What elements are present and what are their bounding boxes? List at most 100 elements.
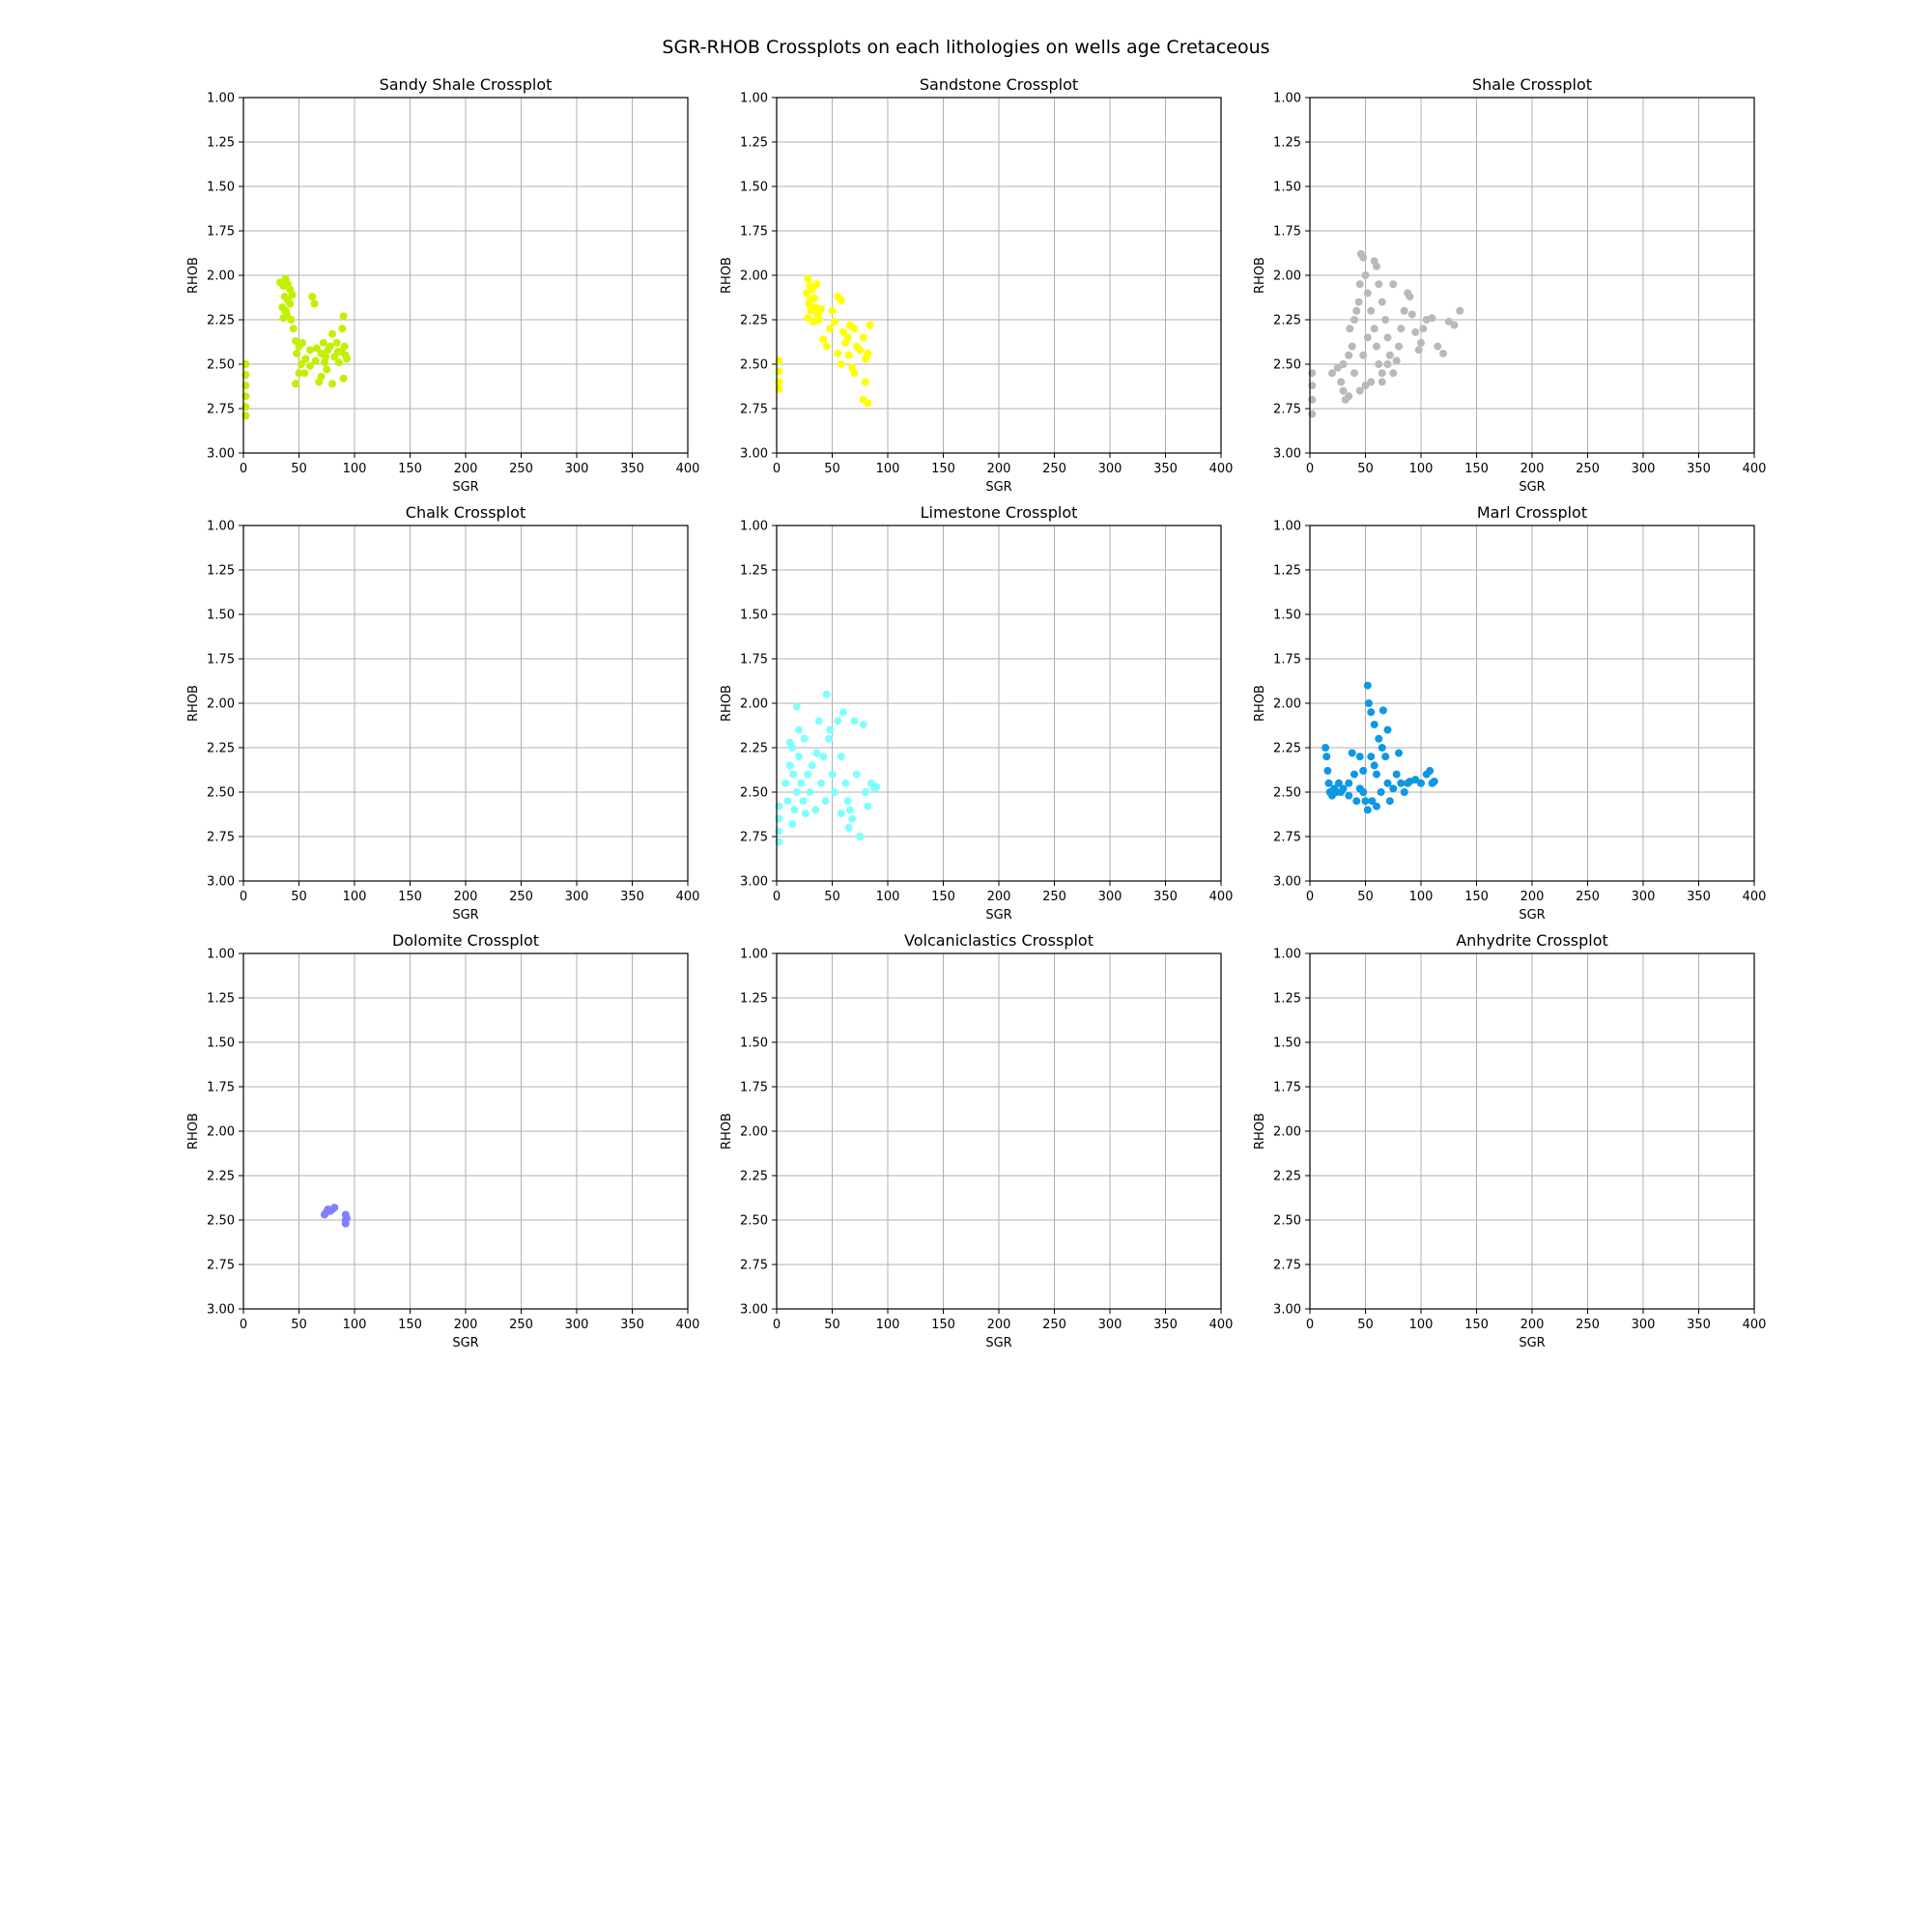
- scatter-point: [1381, 753, 1390, 761]
- scatter-point: [822, 342, 831, 351]
- y-tick-label: 2.25: [1273, 1170, 1301, 1184]
- scatter-point: [1322, 753, 1331, 761]
- scatter-point: [828, 770, 837, 779]
- x-tick-label: 100: [1409, 462, 1434, 476]
- scatter-point: [862, 788, 869, 796]
- y-tick-label: 2.50: [1273, 358, 1301, 373]
- x-tick-label: 350: [620, 1318, 644, 1332]
- y-tick-label: 2.25: [740, 742, 768, 756]
- scatter-point: [342, 355, 351, 363]
- scatter-point: [1450, 321, 1459, 329]
- x-tick-label: 350: [620, 890, 644, 904]
- y-tick-label: 1.00: [1273, 520, 1301, 534]
- x-tick-label: 300: [1098, 890, 1122, 904]
- scatter-point: [1383, 779, 1392, 787]
- x-axis-label: SGR: [452, 908, 478, 923]
- scatter-point: [320, 1210, 328, 1219]
- x-tick-label: 100: [1409, 890, 1434, 904]
- y-axis-label: RHOB: [1253, 685, 1267, 722]
- scatter-point: [826, 725, 835, 734]
- x-tick-label: 400: [1209, 1318, 1234, 1332]
- y-tick-label: 1.50: [740, 1037, 768, 1051]
- y-tick-label: 2.00: [207, 697, 235, 712]
- scatter-point: [801, 810, 810, 818]
- scatter-point: [1444, 317, 1453, 326]
- x-tick-label: 350: [1687, 890, 1711, 904]
- scatter-point: [814, 316, 823, 324]
- scatter-point: [1434, 342, 1442, 351]
- scatter-point: [1407, 310, 1416, 319]
- scatter-point: [1367, 306, 1376, 315]
- scatter-point: [806, 788, 814, 796]
- scatter-point: [806, 296, 814, 304]
- scatter-point: [1363, 681, 1372, 690]
- scatter-point: [1439, 349, 1447, 357]
- scatter-point: [830, 788, 838, 796]
- scatter-point: [1377, 788, 1385, 796]
- scatter-point: [1333, 363, 1342, 372]
- scatter-point: [1346, 325, 1354, 333]
- x-tick-label: 250: [509, 462, 533, 476]
- scatter-point: [323, 365, 331, 374]
- y-axis-label: RHOB: [1253, 1113, 1267, 1150]
- scatter-point: [803, 289, 811, 298]
- scatter-point: [1348, 749, 1356, 757]
- scatter-point: [306, 346, 314, 355]
- scatter-point: [837, 753, 845, 761]
- scatter-point: [1375, 360, 1383, 368]
- scatter-point: [332, 338, 341, 347]
- axes-frame: [1309, 952, 1755, 1310]
- scatter-point: [864, 399, 872, 408]
- scatter-point: [804, 274, 812, 283]
- scatter-point: [1417, 779, 1425, 787]
- y-tick-label: 1.50: [207, 609, 235, 623]
- axes-frame: [1309, 525, 1755, 882]
- crossplot-panel: 0 50 100 150 200 250 300 350 400 1.00 1.25 1.50 1.75…: [1253, 75, 1766, 495]
- x-tick-label: 250: [1576, 462, 1600, 476]
- scatter-point: [844, 351, 853, 359]
- x-tick-label: 300: [1632, 1318, 1656, 1332]
- scatter-point: [1359, 351, 1368, 359]
- scatter-point: [859, 721, 867, 729]
- scatter-point: [1395, 342, 1403, 351]
- x-tick-label: 400: [1209, 462, 1234, 476]
- x-tick-label: 0: [240, 1318, 247, 1332]
- scatter-point: [1389, 369, 1398, 378]
- scatter-point: [1361, 271, 1370, 279]
- x-tick-label: 0: [773, 890, 781, 904]
- scatter-point: [308, 293, 317, 301]
- y-tick-label: 3.00: [1273, 875, 1301, 890]
- scatter-point: [1350, 316, 1358, 324]
- scatter-point: [1397, 325, 1406, 333]
- y-tick-label: 1.25: [740, 136, 768, 151]
- scatter-point: [859, 333, 867, 342]
- y-tick-label: 1.50: [740, 609, 768, 623]
- scatter-point: [845, 321, 854, 329]
- x-tick-label: 250: [1042, 1318, 1066, 1332]
- scatter-point: [1352, 306, 1361, 315]
- scatter-point: [862, 378, 869, 386]
- scatter-point: [1456, 306, 1464, 315]
- scatter-point: [825, 734, 834, 743]
- y-tick-label: 1.00: [1273, 948, 1301, 962]
- x-tick-label: 200: [454, 462, 478, 476]
- scatter-series: [775, 690, 881, 846]
- x-tick-label: 0: [1306, 890, 1314, 904]
- crossplot-panel: 0 50 100 150 200 250 300 350 400 1.00 1.25 1.50 1.75…: [720, 75, 1233, 495]
- crossplot-panel: 0 50 100 150 200 250 300 350 400 1.00 1.25 1.50 1.75…: [186, 75, 699, 495]
- x-tick-label: 250: [1576, 890, 1600, 904]
- x-tick-label: 50: [824, 1318, 840, 1332]
- y-axis-label: RHOB: [720, 1113, 734, 1150]
- crossplot-panel: 0 50 100 150 200 250 300 350 400 1.00 1.25 1.50 1.75…: [720, 503, 1233, 923]
- scatter-point: [339, 312, 348, 321]
- scatter-point: [1392, 356, 1401, 365]
- x-tick-label: 100: [343, 462, 367, 476]
- x-tick-label: 200: [987, 462, 1011, 476]
- scatter-point: [1323, 766, 1332, 775]
- scatter-point: [1361, 797, 1370, 806]
- scatter-point: [1400, 306, 1408, 315]
- x-tick-label: 0: [1306, 1318, 1314, 1332]
- scatter-point: [1373, 342, 1380, 351]
- y-tick-label: 1.00: [740, 92, 768, 106]
